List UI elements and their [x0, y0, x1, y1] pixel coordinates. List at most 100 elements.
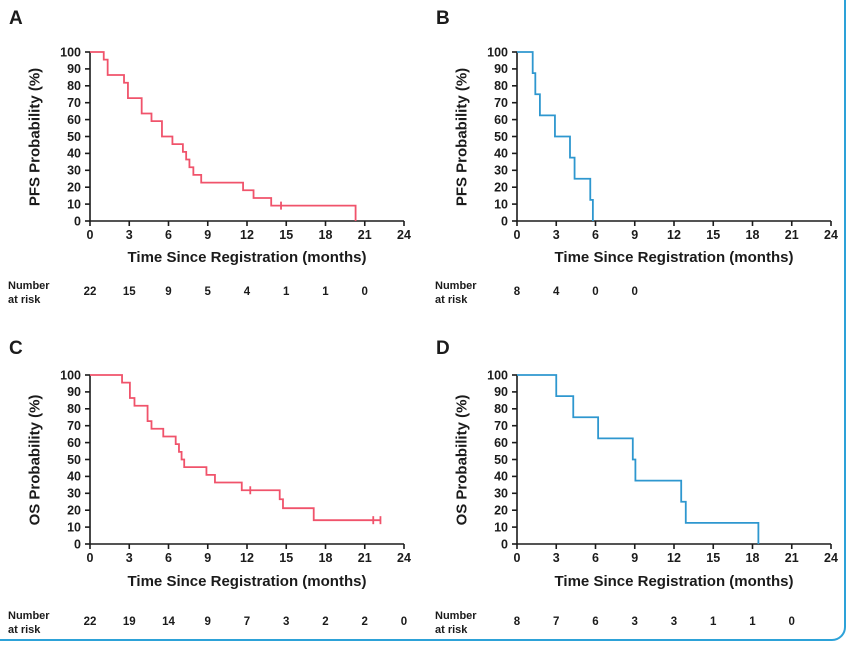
number-at-risk-line1: Number	[8, 610, 50, 622]
x-tick-label: 6	[165, 551, 172, 565]
x-tick-label: 21	[785, 228, 799, 242]
risk-count: 14	[162, 616, 175, 628]
number-at-risk-line1: Number	[8, 280, 50, 292]
x-tick-label: 24	[397, 228, 411, 242]
y-tick-label: 50	[67, 453, 81, 467]
y-tick-label: 40	[494, 470, 508, 484]
x-tick-label: 3	[553, 551, 560, 565]
y-tick-label: 100	[487, 45, 508, 59]
x-axis-title: Time Since Registration (months)	[127, 573, 367, 590]
y-axis-title: OS Probability (%)	[26, 394, 44, 526]
x-tick-label: 9	[631, 228, 638, 242]
risk-count: 22	[83, 286, 97, 298]
x-tick-label: 15	[706, 228, 720, 242]
y-tick-label: 10	[494, 197, 508, 211]
risk-count-row: 8 7 6 3 3 1 1 0	[427, 616, 853, 632]
risk-count: 0	[592, 286, 599, 298]
x-tick-label: 15	[279, 551, 293, 565]
number-at-risk-label: Number at risk	[435, 279, 477, 307]
y-tick-label: 20	[494, 504, 508, 518]
x-tick-label: 0	[87, 228, 94, 242]
x-tick-label: 15	[706, 551, 720, 565]
y-tick-label: 70	[494, 96, 508, 110]
risk-count: 4	[243, 286, 251, 298]
y-tick-label: 80	[494, 402, 508, 416]
x-axis-title: Time Since Registration (months)	[554, 573, 794, 590]
y-tick-label: 50	[494, 130, 508, 144]
risk-count: 6	[592, 616, 599, 628]
number-at-risk-label: Number at risk	[8, 279, 50, 307]
number-at-risk-line2: at risk	[8, 624, 41, 636]
y-tick-label: 90	[67, 385, 81, 399]
risk-count: 22	[83, 616, 97, 628]
y-tick-label: 80	[67, 402, 81, 416]
x-axis-title: Time Since Registration (months)	[554, 249, 794, 266]
y-tick-label: 70	[494, 419, 508, 433]
panel-c: C OS Probability (%) 0 3 6 9 12 15 18 21 24 0 10 20…	[0, 320, 426, 647]
panel-b: B PFS Probability (%) 0 3 6 9 12 15 18 21 24 0 10 2…	[427, 0, 853, 327]
risk-count: 7	[243, 616, 251, 628]
y-tick-label: 50	[67, 130, 81, 144]
y-tick-label: 0	[74, 537, 81, 551]
km-curve	[517, 51, 594, 221]
y-tick-label: 10	[494, 520, 508, 534]
panel-a: A PFS Probability (%) 0 3 6 9 12 15 18 21 24 0 10 2…	[0, 0, 426, 327]
y-tick-label: 10	[67, 197, 81, 211]
y-tick-label: 30	[494, 164, 508, 178]
x-tick-label: 9	[631, 551, 638, 565]
x-tick-label: 9	[204, 228, 211, 242]
y-tick-label: 50	[494, 453, 508, 467]
number-at-risk-line2: at risk	[435, 294, 468, 306]
panel-label-a: A	[9, 8, 24, 29]
y-tick-label: 100	[60, 368, 81, 382]
x-tick-label: 0	[87, 551, 94, 565]
x-tick-label: 6	[592, 228, 599, 242]
number-at-risk-label: Number at risk	[435, 609, 477, 637]
risk-count: 0	[631, 286, 638, 298]
risk-count: 19	[122, 616, 136, 628]
y-tick-label: 0	[501, 537, 508, 551]
y-tick-label: 70	[67, 419, 81, 433]
y-tick-label: 90	[494, 62, 508, 76]
risk-count-row: 8 4 0 0	[427, 286, 853, 302]
axes	[516, 375, 831, 545]
y-tick-label: 40	[494, 147, 508, 161]
y-axis-title: PFS Probability (%)	[26, 67, 44, 207]
x-tick-label: 6	[165, 228, 172, 242]
y-tick-label: 80	[67, 79, 81, 93]
y-tick-label: 80	[494, 79, 508, 93]
x-tick-label: 24	[824, 228, 838, 242]
x-tick-label: 3	[553, 228, 560, 242]
risk-count: 9	[204, 616, 211, 628]
x-tick-label: 18	[746, 551, 760, 565]
risk-count: 3	[670, 616, 678, 628]
x-tick-label: 12	[667, 551, 681, 565]
risk-count: 1	[710, 616, 717, 628]
y-tick-label: 30	[67, 164, 81, 178]
axes	[89, 375, 404, 545]
y-axis-title: OS Probability (%)	[453, 394, 471, 526]
y-tick-label: 0	[74, 214, 81, 228]
y-tick-label: 70	[67, 96, 81, 110]
risk-count-row: 22 19 14 9 7 3 2 2 0	[0, 616, 426, 632]
x-tick-label: 21	[358, 551, 372, 565]
risk-count: 5	[204, 286, 211, 298]
number-at-risk-line1: Number	[435, 280, 477, 292]
number-at-risk-line2: at risk	[435, 624, 468, 636]
x-tick-label: 21	[785, 551, 799, 565]
y-tick-label: 60	[494, 113, 508, 127]
x-tick-label: 0	[514, 551, 521, 565]
risk-count: 1	[283, 286, 290, 298]
y-tick-label: 20	[67, 181, 81, 195]
panel-label-c: C	[9, 338, 24, 359]
x-axis-title: Time Since Registration (months)	[127, 249, 367, 266]
km-plot-a: 0 3 6 9 12 15 18 21 24 0 10 20 30 40 50 60 70 80 90 100	[60, 45, 411, 242]
x-tick-label: 24	[824, 551, 838, 565]
x-tick-label: 0	[514, 228, 521, 242]
y-tick-label: 60	[494, 436, 508, 450]
km-plot-c: 0 3 6 9 12 15 18 21 24 0 10 20 30 40 50 60 70 80 90 100	[60, 368, 411, 565]
risk-count: 0	[361, 286, 368, 298]
y-tick-label: 90	[67, 62, 81, 76]
y-tick-label: 30	[494, 487, 508, 501]
x-tick-label: 3	[126, 551, 133, 565]
